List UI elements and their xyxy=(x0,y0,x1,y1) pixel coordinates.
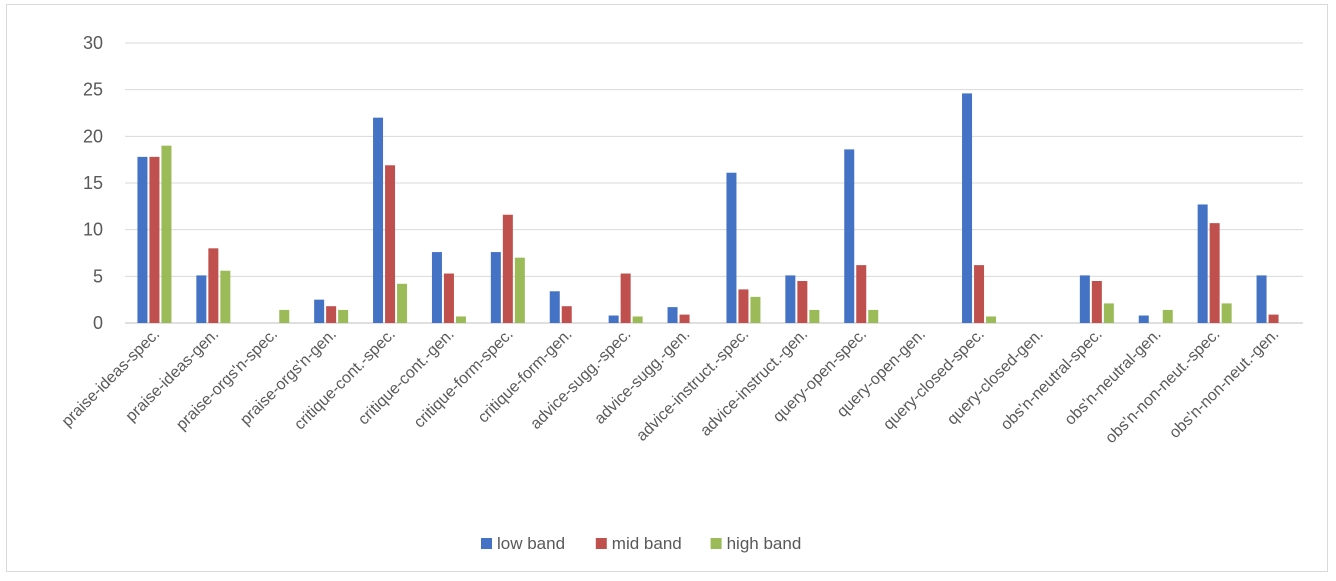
bar-mid-band-0 xyxy=(149,156,160,323)
bar-mid-band-8 xyxy=(620,273,631,323)
y-tick-label: 20 xyxy=(83,126,103,146)
x-tick-label: praise-orgs'n-spec. xyxy=(173,326,281,434)
bar-mid-band-7 xyxy=(561,306,572,323)
bar-mid-band-11 xyxy=(797,281,808,323)
x-axis-ticks: praise-ideas-spec.praise-ideas-gen.prais… xyxy=(59,326,1283,447)
bar-mid-band-3 xyxy=(326,306,337,323)
gridlines xyxy=(125,42,1303,324)
y-tick-label: 30 xyxy=(83,33,103,53)
bar-high-band-4 xyxy=(397,283,408,323)
y-axis-ticks: 0 5 10 15 20 25 30 xyxy=(83,33,103,333)
y-tick-label: 10 xyxy=(83,220,103,240)
bar-mid-band-1 xyxy=(208,248,219,323)
legend-label: low band xyxy=(497,534,565,553)
bar-mid-band-16 xyxy=(1091,281,1102,323)
y-tick-label: 0 xyxy=(93,313,103,333)
x-tick-label: obs'n-non-neut.-gen. xyxy=(1166,326,1282,442)
bar-high-band-8 xyxy=(632,316,643,323)
bar-low-band-8 xyxy=(608,315,619,323)
y-tick-label: 5 xyxy=(93,266,103,286)
legend-label: mid band xyxy=(612,534,682,553)
bar-mid-band-5 xyxy=(443,273,454,323)
y-tick-label: 15 xyxy=(83,173,103,193)
legend-swatch-high-band xyxy=(710,538,722,549)
bar-high-band-10 xyxy=(750,296,761,323)
bar-low-band-7 xyxy=(549,291,560,323)
bar-high-band-17 xyxy=(1162,309,1173,323)
bars xyxy=(137,93,1279,324)
chart-frame: 0 5 10 15 20 25 30 praise-ideas-spec. praise-id… xyxy=(6,4,1328,572)
x-tick-label: query-closed-spec. xyxy=(880,326,988,434)
bar-low-band-0 xyxy=(137,156,148,323)
bar-low-band-16 xyxy=(1079,275,1090,323)
bar-high-band-5 xyxy=(455,316,466,323)
bar-low-band-6 xyxy=(490,252,501,323)
bar-mid-band-4 xyxy=(385,165,396,323)
legend-label: high band xyxy=(727,534,802,553)
bar-high-band-3 xyxy=(338,309,349,323)
x-tick-label: advice-instruct.-spec. xyxy=(633,326,752,445)
bar-chart: 0 5 10 15 20 25 30 praise-ideas-spec.praise-id… xyxy=(59,33,1303,553)
x-tick-label: critique-form-spec. xyxy=(411,326,517,432)
x-tick-label: obs'n-neutral-spec. xyxy=(998,326,1106,434)
bar-high-band-18 xyxy=(1221,303,1232,323)
bar-mid-band-19 xyxy=(1268,314,1279,323)
y-tick-label: 25 xyxy=(83,80,103,100)
bar-high-band-11 xyxy=(809,309,820,323)
bar-low-band-14 xyxy=(962,93,973,324)
x-tick-label: obs'n-non-neut.-spec. xyxy=(1102,326,1223,447)
x-tick-label: advice-instruct.-gen. xyxy=(697,326,811,440)
bar-high-band-1 xyxy=(220,270,231,323)
bar-low-band-17 xyxy=(1138,315,1149,323)
bar-high-band-0 xyxy=(161,145,172,323)
bar-low-band-1 xyxy=(196,275,207,323)
bar-low-band-18 xyxy=(1197,204,1208,323)
bar-high-band-6 xyxy=(514,257,525,323)
x-tick-label: advice-sugg.-spec. xyxy=(527,326,634,433)
bar-low-band-11 xyxy=(785,275,796,323)
bar-high-band-16 xyxy=(1103,303,1114,323)
bar-low-band-19 xyxy=(1256,275,1267,323)
bar-mid-band-10 xyxy=(738,289,749,323)
bar-mid-band-12 xyxy=(856,265,867,323)
bar-mid-band-18 xyxy=(1209,223,1220,323)
bar-mid-band-14 xyxy=(974,265,985,323)
bar-low-band-10 xyxy=(726,172,737,323)
x-tick-label: praise-ideas-spec. xyxy=(59,326,163,430)
bar-low-band-5 xyxy=(431,252,442,323)
bar-low-band-3 xyxy=(314,299,325,323)
bar-high-band-2 xyxy=(279,309,290,323)
bar-low-band-9 xyxy=(667,307,678,323)
bar-mid-band-9 xyxy=(679,314,690,323)
x-tick-label: critique-cont.-spec. xyxy=(291,326,399,434)
bar-mid-band-6 xyxy=(502,214,513,323)
legend-swatch-low-band xyxy=(481,538,492,549)
bar-high-band-12 xyxy=(868,309,879,323)
legend-swatch-mid-band xyxy=(595,538,607,549)
bar-low-band-12 xyxy=(844,149,855,323)
legend: low band mid band high band xyxy=(481,534,801,553)
bar-high-band-14 xyxy=(986,316,997,323)
bar-low-band-4 xyxy=(373,117,384,324)
